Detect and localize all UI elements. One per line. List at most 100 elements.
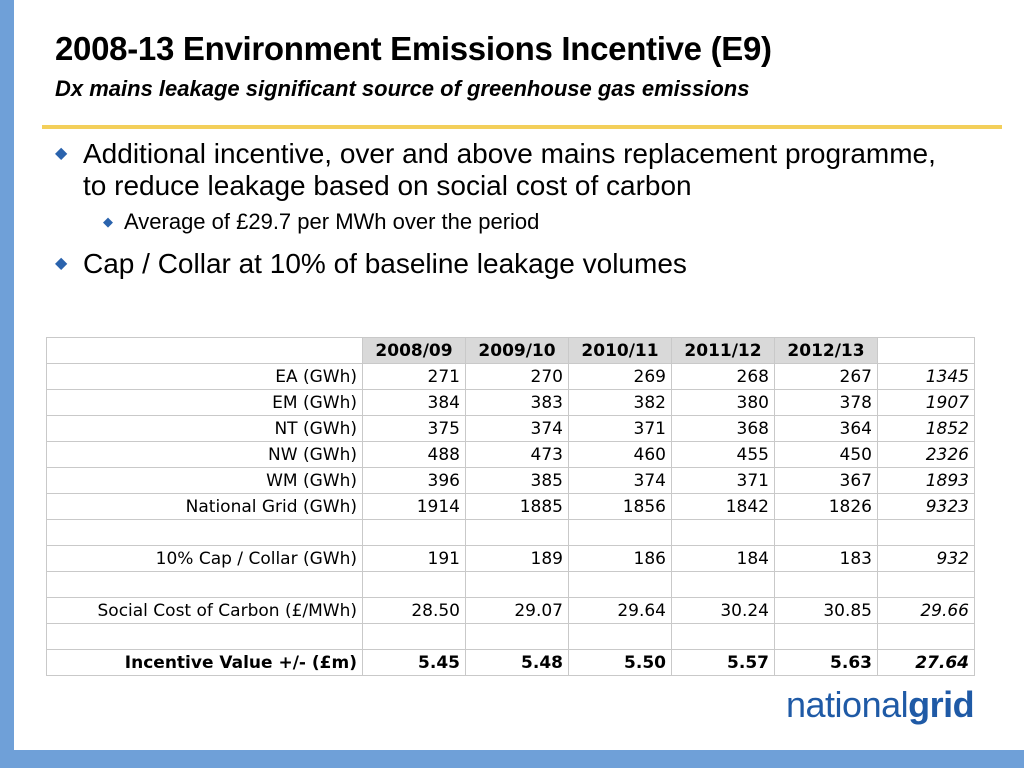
- value-cell: [568, 571, 672, 598]
- value-cell: [362, 623, 466, 650]
- bullet-list: ◆ Additional incentive, over and above m…: [55, 138, 955, 286]
- table-header-row: 2008/09 2009/10 2010/11 2011/12 2012/13: [46, 337, 975, 364]
- bullet-text: Average of £29.7 per MWh over the period: [124, 209, 540, 234]
- row-label-cell: 10% Cap / Collar (GWh): [46, 545, 363, 572]
- table-row: [46, 623, 975, 650]
- title-divider: [42, 125, 1002, 129]
- total-cell: 1907: [877, 389, 975, 416]
- slide-subtitle: Dx mains leakage significant source of g…: [55, 76, 750, 101]
- value-cell: [568, 519, 672, 546]
- value-cell: 184: [671, 545, 775, 572]
- total-cell: [877, 571, 975, 598]
- value-cell: [774, 571, 878, 598]
- value-cell: 271: [362, 363, 466, 390]
- value-cell: 375: [362, 415, 466, 442]
- row-label-cell: NT (GWh): [46, 415, 363, 442]
- table-row: [46, 519, 975, 546]
- value-cell: 30.24: [671, 597, 775, 624]
- table-row: Social Cost of Carbon (£/MWh) 28.50 29.07 2…: [46, 597, 975, 624]
- value-cell: 269: [568, 363, 672, 390]
- table-row: [46, 571, 975, 598]
- row-label-cell: National Grid (GWh): [46, 493, 363, 520]
- value-cell: 460: [568, 441, 672, 468]
- total-cell: 9323: [877, 493, 975, 520]
- value-cell: 450: [774, 441, 878, 468]
- row-label-cell: NW (GWh): [46, 441, 363, 468]
- value-cell: 30.85: [774, 597, 878, 624]
- value-cell: 374: [465, 415, 569, 442]
- table-row: WM (GWh) 396 385 374 371 367 1893: [46, 467, 975, 494]
- row-label-cell: Social Cost of Carbon (£/MWh): [46, 597, 363, 624]
- row-label-cell: [46, 623, 363, 650]
- bullet-text: Cap / Collar at 10% of baseline leakage …: [83, 248, 687, 279]
- value-cell: [568, 623, 672, 650]
- sub-bullet-item: ◆ Average of £29.7 per MWh over the peri…: [103, 208, 955, 236]
- value-cell: 488: [362, 441, 466, 468]
- value-cell: 364: [774, 415, 878, 442]
- total-cell: 1893: [877, 467, 975, 494]
- table-row: NW (GWh) 488 473 460 455 450 2326: [46, 441, 975, 468]
- table-header-cell: [46, 337, 363, 364]
- total-cell: 27.64: [877, 649, 975, 676]
- diamond-bullet-icon: ◆: [103, 214, 113, 229]
- row-label-cell: [46, 519, 363, 546]
- value-cell: 28.50: [362, 597, 466, 624]
- table-header-cell: [877, 337, 975, 364]
- value-cell: [671, 571, 775, 598]
- total-cell: 1345: [877, 363, 975, 390]
- total-cell: [877, 623, 975, 650]
- slide-title: 2008-13 Environment Emissions Incentive …: [55, 30, 772, 67]
- value-cell: 455: [671, 441, 775, 468]
- value-cell: 380: [671, 389, 775, 416]
- table-row: EM (GWh) 384 383 382 380 378 1907: [46, 389, 975, 416]
- value-cell: [465, 571, 569, 598]
- value-cell: 385: [465, 467, 569, 494]
- bullet-item: ◆ Cap / Collar at 10% of baseline leakag…: [55, 248, 955, 280]
- value-cell: 383: [465, 389, 569, 416]
- value-cell: 270: [465, 363, 569, 390]
- row-label-cell: [46, 571, 363, 598]
- value-cell: 5.45: [362, 649, 466, 676]
- value-cell: 1856: [568, 493, 672, 520]
- value-cell: 186: [568, 545, 672, 572]
- value-cell: [671, 519, 775, 546]
- diamond-bullet-icon: ◆: [55, 145, 68, 162]
- row-label-cell: WM (GWh): [46, 467, 363, 494]
- value-cell: 367: [774, 467, 878, 494]
- total-cell: 29.66: [877, 597, 975, 624]
- value-cell: 1914: [362, 493, 466, 520]
- table-header-cell: 2010/11: [568, 337, 672, 364]
- total-cell: 2326: [877, 441, 975, 468]
- value-cell: [774, 623, 878, 650]
- value-cell: 5.48: [465, 649, 569, 676]
- value-cell: 5.63: [774, 649, 878, 676]
- value-cell: 268: [671, 363, 775, 390]
- emissions-table: 2008/09 2009/10 2010/11 2011/12 2012/13 …: [46, 337, 975, 676]
- table-row: National Grid (GWh) 1914 1885 1856 1842 1826 9…: [46, 493, 975, 520]
- value-cell: 396: [362, 467, 466, 494]
- value-cell: 473: [465, 441, 569, 468]
- value-cell: [362, 571, 466, 598]
- value-cell: 374: [568, 467, 672, 494]
- value-cell: 371: [671, 467, 775, 494]
- value-cell: 371: [568, 415, 672, 442]
- value-cell: 1842: [671, 493, 775, 520]
- value-cell: 29.07: [465, 597, 569, 624]
- table-header-cell: 2012/13: [774, 337, 878, 364]
- value-cell: 382: [568, 389, 672, 416]
- row-label-cell: Incentive Value +/- (£m): [46, 649, 363, 676]
- value-cell: [671, 623, 775, 650]
- value-cell: [774, 519, 878, 546]
- value-cell: 267: [774, 363, 878, 390]
- value-cell: 368: [671, 415, 775, 442]
- bullet-text: Additional incentive, over and above mai…: [83, 138, 936, 201]
- total-cell: 1852: [877, 415, 975, 442]
- logo-text: national: [786, 684, 909, 725]
- table-row: 10% Cap / Collar (GWh) 191 189 186 184 183 932: [46, 545, 975, 572]
- table-header-cell: 2008/09: [362, 337, 466, 364]
- value-cell: 1826: [774, 493, 878, 520]
- value-cell: 183: [774, 545, 878, 572]
- value-cell: 5.57: [671, 649, 775, 676]
- national-grid-logo: nationalgrid: [786, 684, 975, 726]
- value-cell: 5.50: [568, 649, 672, 676]
